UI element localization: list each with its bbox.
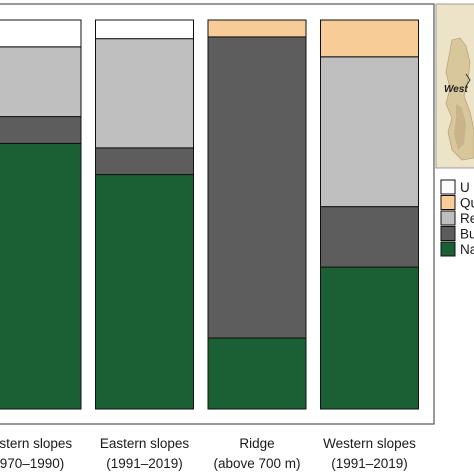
bar-segment-re-3 [320,56,419,208]
legend: UQuReBuNa [440,179,474,257]
bar-segment-na-2 [207,337,307,410]
bar-segment-na-0 [0,142,82,410]
legend-swatch-u [440,179,456,195]
bar-segment-re-1 [95,38,194,149]
bar-segment-bu-0 [0,116,82,144]
bars-group [0,19,419,410]
inset-map-feature [465,73,471,87]
inset-map: West [435,3,474,169]
legend-label-qu: Qu [460,196,474,211]
bar-segment-na-1 [95,174,194,410]
bar-segment-bu-1 [95,147,194,176]
legend-label-re: Re [460,211,474,226]
category-label-0-line-0: astern slopes [0,436,72,451]
legend-label-bu: Bu [460,227,474,242]
bar-segment-u-1 [95,19,194,40]
bar-segment-na-3 [320,266,419,410]
bar-segment-qu-2 [207,19,307,38]
category-label-2-line-0: Ridge [239,436,274,451]
inset-map-label: West [444,84,468,95]
category-label-2-line-1: (above 700 m) [213,456,300,471]
bar-segment-u-0 [0,19,82,48]
bar-segment-qu-3 [320,19,419,58]
legend-swatch-bu [440,226,456,241]
category-labels: astern slopes 970–1990) Eastern slopes (199… [0,436,416,471]
inset-map-ridge [454,104,466,150]
category-label-0-line-1: 970–1990) [0,456,64,471]
legend-label-na: Na [460,242,474,257]
legend-label-u: U [460,180,470,195]
bar-segment-bu-3 [320,206,419,268]
category-label-3-line-0: Western slopes [323,436,416,451]
plot-frame [0,3,435,425]
legend-swatch-qu [440,195,456,210]
bar-segment-bu-2 [207,36,307,339]
category-label-3-line-1: (1991–2019) [331,456,408,471]
category-label-1-line-1: (1991–2019) [106,456,183,471]
bar-segment-re-0 [0,46,82,118]
legend-swatch-re [440,210,456,226]
inset-map-terrain [445,37,474,161]
category-label-1-line-0: Eastern slopes [100,436,190,451]
legend-swatch-na [440,241,456,257]
